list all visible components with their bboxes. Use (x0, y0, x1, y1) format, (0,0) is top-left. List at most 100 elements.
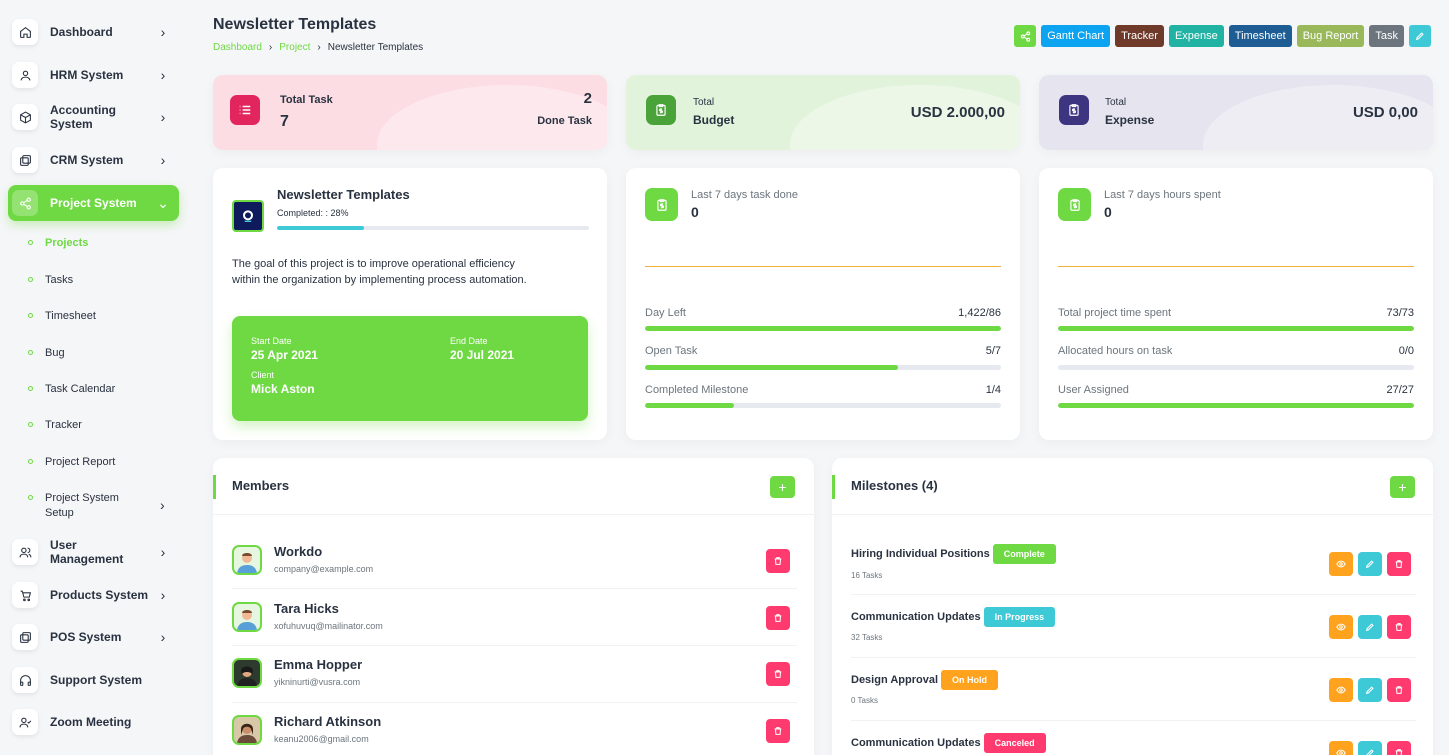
tracker-button[interactable]: Tracker (1115, 25, 1164, 47)
chevron-right-icon: › (160, 152, 166, 168)
delete-milestone-button[interactable] (1387, 615, 1411, 639)
sidebar-subitem-project-system-setup[interactable]: Project System Setup › (28, 491, 178, 521)
headphones-icon (12, 667, 38, 693)
sidebar-subitem-tasks[interactable]: Tasks (28, 273, 178, 288)
delete-member-button[interactable] (766, 606, 790, 630)
done-task-label: Done Task (537, 115, 592, 127)
sidebar-item-label: Products System (50, 588, 149, 602)
pencil-icon (1366, 749, 1374, 755)
milestone-tasks: 0 Tasks (851, 696, 878, 705)
project-dates-box: Start Date 25 Apr 2021 End Date 20 Jul 2… (232, 316, 588, 421)
chevron-right-icon: › (160, 109, 166, 125)
expense-button[interactable]: Expense (1168, 25, 1224, 47)
view-milestone-button[interactable] (1329, 552, 1353, 576)
budget-label-1: Total (693, 97, 715, 108)
sidebar-item-project-system[interactable]: Project System ⌄ (8, 185, 179, 221)
sidebar-item-user-management[interactable]: User Management › (8, 534, 179, 570)
breadcrumb-project[interactable]: Project (279, 42, 311, 53)
chevron-right-icon: › (160, 587, 166, 603)
bug-report-button[interactable]: Bug Report (1296, 25, 1365, 47)
sidebar-item-zoom[interactable]: Zoom Meeting (8, 704, 179, 740)
clipboard-dollar-icon (1059, 95, 1089, 125)
trash-icon (774, 670, 782, 678)
add-member-button[interactable]: + (770, 476, 795, 498)
edit-milestone-button[interactable] (1358, 552, 1382, 576)
last-7-days-task-value: 0 (691, 204, 699, 220)
budget-value: USD 2.000,00 (910, 104, 1005, 121)
chevron-right-icon: › (160, 67, 166, 83)
end-date-label: End Date (450, 336, 488, 346)
total-task-label: Total Task (280, 94, 333, 106)
milestone-tasks: 32 Tasks (851, 633, 883, 642)
day-left-row: Day Left 1,422/86 (645, 307, 1001, 319)
project-info-card: Newsletter Templates Completed: : 28% Th… (213, 168, 607, 440)
member-row: Workdo company@example.com (232, 544, 797, 584)
sidebar-subitem-project-report[interactable]: Project Report (28, 455, 178, 470)
delete-milestone-button[interactable] (1387, 678, 1411, 702)
chevron-down-icon: ⌄ (157, 194, 169, 211)
delete-member-button[interactable] (766, 719, 790, 743)
total-expense-card: Total Expense USD 0,00 (1039, 75, 1433, 150)
view-milestone-button[interactable] (1329, 678, 1353, 702)
delete-milestone-button[interactable] (1387, 741, 1411, 755)
edit-milestone-button[interactable] (1358, 615, 1382, 639)
chevron-right-icon: › (268, 42, 273, 53)
edit-milestone-button[interactable] (1358, 741, 1382, 755)
pencil-icon (1365, 623, 1374, 632)
pencil-icon (1415, 32, 1424, 41)
sidebar-item-dashboard[interactable]: Dashboard › (8, 14, 179, 50)
cart-icon (12, 582, 38, 608)
delete-member-button[interactable] (766, 549, 790, 573)
accent-bar (832, 475, 835, 499)
total-task-value: 7 (280, 113, 289, 130)
edit-button[interactable] (1409, 25, 1431, 47)
share-button[interactable] (1014, 25, 1037, 47)
allocated-hours-row: Allocated hours on task 0/0 (1058, 345, 1414, 357)
view-milestone-button[interactable] (1329, 615, 1353, 639)
trash-icon (1395, 560, 1403, 568)
edit-milestone-button[interactable] (1358, 678, 1382, 702)
member-email: keanu2006@gmail.com (274, 734, 369, 744)
gantt-chart-button[interactable]: Gantt Chart (1041, 25, 1111, 47)
total-budget-card: Total Budget USD 2.000,00 (626, 75, 1020, 150)
chevron-right-icon: › (160, 24, 166, 40)
chevron-right-icon: › (317, 42, 321, 53)
milestones-title: Milestones (4) (851, 478, 938, 493)
breadcrumb-dashboard[interactable]: Dashboard (213, 42, 262, 53)
status-badge: Complete (992, 544, 1056, 564)
delete-milestone-button[interactable] (1387, 552, 1411, 576)
project-progress-bar (277, 226, 589, 230)
sidebar-item-label: HRM System (50, 68, 124, 82)
task-button[interactable]: Task (1369, 25, 1404, 47)
sidebar-subitem-projects[interactable]: Projects (28, 236, 178, 251)
sidebar-subitem-tracker[interactable]: Tracker (28, 418, 178, 433)
add-milestone-button[interactable]: + (1390, 476, 1415, 498)
sidebar-subitem-bug[interactable]: Bug (28, 346, 178, 361)
time-spent-row: Total project time spent 73/73 (1058, 307, 1414, 319)
sidebar-item-crm[interactable]: CRM System › (8, 142, 179, 178)
sidebar-item-label: User Management (50, 538, 124, 566)
sidebar-item-accounting[interactable]: Accounting System › (8, 99, 179, 135)
box-icon (12, 104, 38, 130)
layers-icon (12, 147, 38, 173)
view-milestone-button[interactable] (1329, 741, 1353, 755)
divider (645, 266, 1001, 267)
milestone-row: Communication Updates In Progress 32 Task… (851, 607, 1416, 647)
sidebar-item-pos[interactable]: POS System › (8, 619, 179, 655)
sidebar-item-products[interactable]: Products System › (8, 577, 179, 613)
sidebar-subitem-task-calendar[interactable]: Task Calendar (28, 382, 178, 397)
milestone-name: Design Approval (851, 673, 938, 686)
clipboard-dollar-icon (646, 95, 676, 125)
sidebar-item-support[interactable]: Support System (8, 662, 179, 698)
delete-member-button[interactable] (766, 662, 790, 686)
sidebar-item-hrm[interactable]: HRM System › (8, 57, 179, 93)
sidebar-subitem-timesheet[interactable]: Timesheet (28, 309, 178, 324)
trash-icon (1395, 686, 1403, 694)
member-email: company@example.com (274, 564, 374, 574)
eye-icon (1336, 686, 1346, 694)
timesheet-button[interactable]: Timesheet (1228, 25, 1292, 47)
expense-label-2: Expense (1105, 113, 1155, 127)
chevron-right-icon: › (160, 629, 166, 645)
open-task-progress (645, 365, 1001, 370)
user-icon (12, 62, 38, 88)
